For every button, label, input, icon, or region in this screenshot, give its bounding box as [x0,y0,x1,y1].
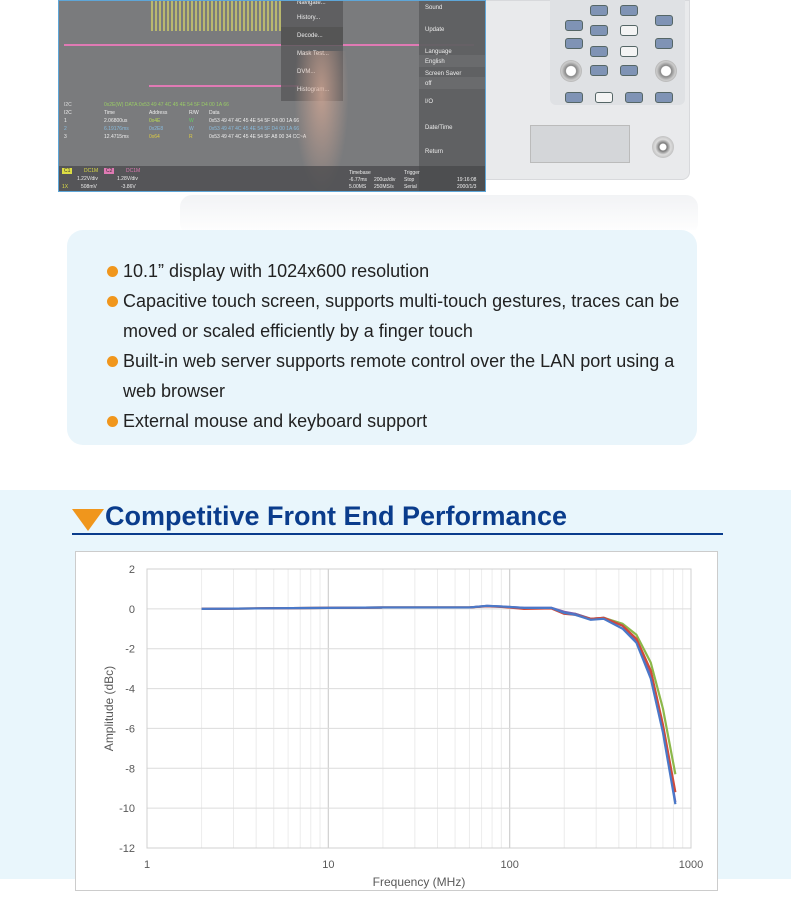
x-tick-label: 100 [500,859,518,871]
frequency-response-chart: 2 0 -2 -4 -6 -8 -10 -12 1 10 100 1000 Amplitude (dBc… [75,551,718,891]
x-tick-label: 10 [322,859,334,871]
x-tick-label: 1 [144,859,150,871]
y-tick-label: 0 [129,604,135,616]
scope-reflection [180,195,698,230]
y-axis-label: Amplitude (dBc) [102,666,116,751]
feature-item: External mouse and keyboard support [107,406,697,436]
x-tick-label: 1000 [679,859,703,871]
product-hero-image: Navigate... History... Decode... Mask Te… [0,0,791,230]
knob-icon [560,60,582,82]
y-tick-label: 2 [129,564,135,576]
section-title: Competitive Front End Performance [105,501,568,531]
usb-ports [530,125,630,163]
series-line [201,604,677,803]
bnc-connector [652,136,674,158]
y-tick-label: -8 [125,763,135,775]
section-header: Competitive Front End Performance [72,501,723,535]
settings-menu: Sound Update Language English Screen Sav… [419,1,485,191]
feature-item: Capacitive touch screen, supports multi-… [107,286,697,346]
scope-screen: Navigate... History... Decode... Mask Te… [58,0,486,192]
channel2-waveform [64,44,474,46]
y-tick-label: -6 [125,723,135,735]
knob-icon [655,60,677,82]
series-line [201,604,677,805]
y-tick-label: -10 [119,803,135,815]
control-panel [550,0,685,105]
plot-area [146,568,692,849]
chart-svg: 2 0 -2 -4 -6 -8 -10 -12 1 10 100 1000 Amplitude (dBc… [102,564,703,889]
series-line [201,605,677,793]
y-tick-label: -12 [119,843,135,855]
decode-table: I2C 0x2E(W) DATA:0x53 49 47 4C 45 4E 54 5… [64,102,307,140]
series-line [201,604,677,775]
status-bar: C1 DC1M 1.22V/div 1X 508mV C2 DC1M 1.28V… [59,166,485,191]
triangle-down-icon [72,509,104,531]
y-tick-label: -4 [125,684,135,696]
feature-list: 10.1” display with 1024x600 resolution C… [67,230,697,445]
x-axis-label: Frequency (MHz) [373,875,466,889]
feature-item: 10.1” display with 1024x600 resolution [107,256,697,286]
y-tick-label: -2 [125,644,135,656]
channel1-waveform [151,1,281,31]
feature-item: Built-in web server supports remote cont… [107,346,697,406]
